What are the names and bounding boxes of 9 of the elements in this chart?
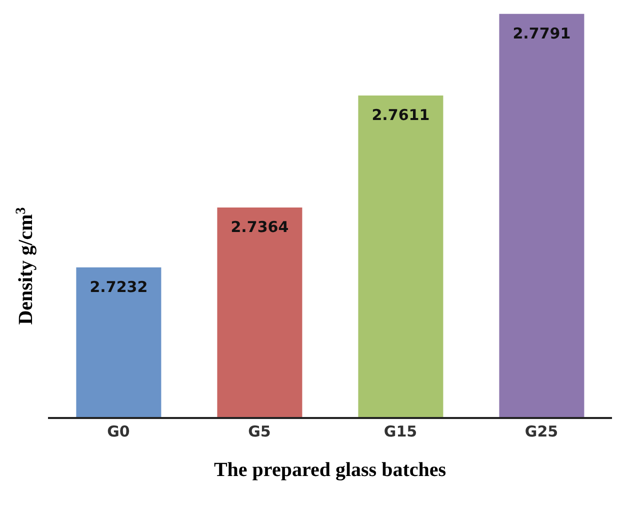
data-label: 2.7611	[372, 106, 430, 124]
x-tick-label: G0	[107, 422, 130, 441]
x-tick-label: G5	[248, 422, 271, 441]
data-label: 2.7791	[512, 24, 571, 42]
x-tick-label: G15	[384, 422, 418, 441]
data-label: 2.7232	[90, 278, 148, 296]
x-axis-title: The prepared glass batches	[214, 459, 446, 482]
x-tick-label: G25	[524, 422, 558, 441]
data-label: 2.7364	[230, 218, 289, 236]
